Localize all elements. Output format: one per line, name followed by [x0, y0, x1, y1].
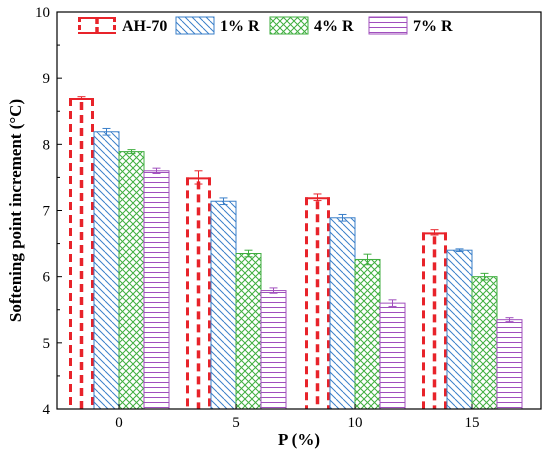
y-tick-label: 10: [35, 5, 50, 21]
bar-7-r-15: [496, 319, 523, 410]
bar-7-r-0: [143, 170, 170, 410]
x-tick-label: 5: [232, 415, 240, 431]
legend-swatch: [368, 16, 408, 35]
y-tick-label: 6: [43, 270, 51, 286]
error-bar: [152, 167, 161, 174]
legend-swatch: [175, 16, 215, 35]
bar-1-r-15: [446, 249, 473, 410]
error-bar: [313, 193, 322, 202]
bar-ah-70-5: [186, 177, 211, 409]
legend-item-1-r: 1% R: [175, 16, 260, 35]
error-bar: [102, 127, 111, 136]
bar-ah-70-0: [69, 98, 94, 409]
legend-item-7-r: 7% R: [368, 16, 453, 35]
x-tick-label: 15: [465, 415, 480, 431]
x-tick-label: 0: [115, 415, 123, 431]
legend-label: AH-70: [122, 18, 167, 35]
y-tick-label: 7: [43, 204, 51, 220]
error-bar: [269, 287, 278, 294]
y-tick-label: 4: [43, 402, 51, 418]
error-bar: [127, 149, 136, 155]
bar-4-r-0: [118, 151, 145, 410]
legend-item-ah-70: AH-70: [78, 17, 167, 35]
error-bar: [505, 317, 514, 323]
y-tick-label: 8: [43, 137, 51, 153]
legend-item-4-r: 4% R: [269, 16, 354, 35]
error-bar: [219, 197, 228, 206]
bar-4-r-15: [471, 276, 498, 410]
y-axis-title: Softening point increment (°C): [6, 99, 25, 322]
y-tick-label: 9: [43, 71, 51, 87]
error-bar: [363, 253, 372, 266]
error-bar: [388, 299, 397, 307]
bar-4-r-10: [354, 258, 381, 410]
bar-1-r-10: [329, 217, 356, 410]
bar-7-r-5: [260, 290, 287, 410]
legend-swatch: [78, 17, 116, 34]
bar-4-r-5: [235, 253, 262, 410]
bar-7-r-10: [379, 302, 406, 410]
bar-1-r-0: [93, 131, 120, 410]
error-bar: [338, 213, 347, 222]
y-tick-label: 5: [43, 336, 51, 352]
legend-label: 1% R: [220, 18, 260, 35]
bar-ah-70-15: [422, 232, 447, 409]
error-bar: [455, 248, 464, 253]
error-bar: [480, 272, 489, 281]
legend-label: 4% R: [314, 18, 354, 35]
bar-ah-70-10: [305, 197, 330, 409]
error-bar: [244, 249, 253, 258]
bar-1-r-5: [210, 200, 237, 410]
error-bar: [77, 96, 86, 100]
legend-swatch: [269, 16, 309, 35]
legend-label: 7% R: [413, 18, 453, 35]
x-axis-title: P (%): [278, 430, 320, 449]
error-bar: [194, 170, 203, 185]
x-tick-label: 10: [348, 415, 363, 431]
error-bar: [430, 229, 439, 236]
